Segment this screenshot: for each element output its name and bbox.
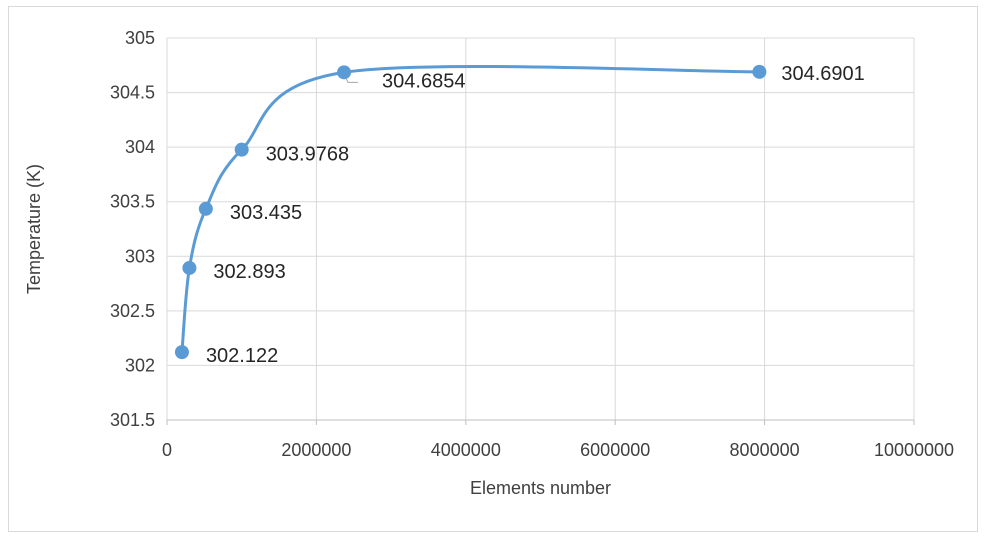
x-tick-label: 8000000: [730, 440, 800, 460]
y-tick-labels: 301.5 302 302.5 303 303.5 304 304.5 305: [110, 28, 155, 430]
x-tick-label: 0: [162, 440, 172, 460]
data-point: [182, 260, 197, 275]
axes: [166, 419, 915, 425]
y-tick-label: 301.5: [110, 410, 155, 430]
series: [174, 64, 767, 360]
x-tick-label: 10000000: [874, 440, 954, 460]
y-tick-label: 302.5: [110, 301, 155, 321]
chart-frame: [8, 6, 978, 532]
x-tick-label: 4000000: [431, 440, 501, 460]
data-point: [234, 142, 249, 157]
y-tick-label: 303: [125, 246, 155, 266]
data-point: [752, 64, 767, 79]
data-label: 303.435: [230, 202, 302, 224]
data-labels: 302.122 302.893 303.435 303.9768 304.6854 304…: [206, 63, 865, 367]
data-label: 303.9768: [266, 144, 349, 166]
data-point: [174, 345, 189, 360]
y-tick-label: 304: [125, 137, 155, 157]
data-label-leader: [345, 78, 359, 83]
y-axis-title: Temperature (K): [24, 164, 44, 294]
y-tick-label: 302: [125, 355, 155, 375]
y-tick-label: 304.5: [110, 83, 155, 103]
data-label: 302.122: [206, 345, 278, 367]
data-point: [198, 201, 213, 216]
data-label: 302.893: [213, 261, 285, 283]
y-tick-label: 303.5: [110, 192, 155, 212]
x-tick-label: 2000000: [281, 440, 351, 460]
data-label: 304.6854: [382, 70, 465, 92]
y-tick-label: 305: [125, 28, 155, 48]
x-tick-label: 6000000: [580, 440, 650, 460]
x-axis-title: Elements number: [470, 478, 611, 498]
x-tick-labels: 0 2000000 4000000 6000000 8000000 10000000: [162, 440, 954, 460]
data-label: 304.6901: [781, 63, 864, 85]
data-point: [337, 65, 352, 80]
